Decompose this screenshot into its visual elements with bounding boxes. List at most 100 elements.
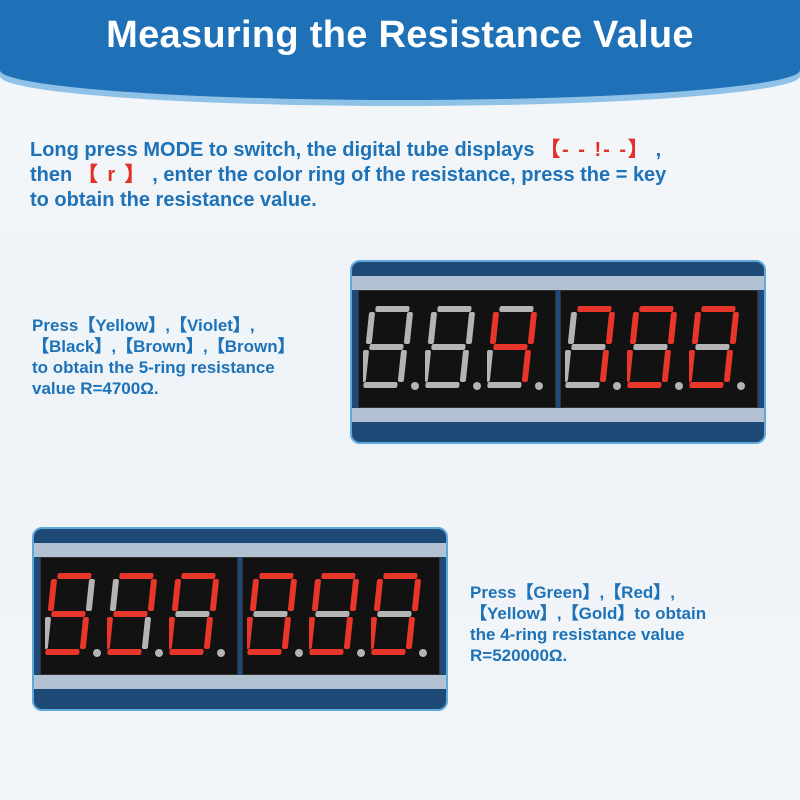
decimal-point [675, 382, 683, 390]
intro-line2-suffix: , enter the color ring of the resistance… [146, 164, 667, 186]
segment-g [113, 611, 148, 617]
segment-g [431, 344, 466, 350]
segment-f [373, 579, 383, 611]
bezel-bar [34, 543, 446, 557]
segment-c [343, 617, 353, 649]
segment-d [425, 382, 460, 388]
segment-e [627, 350, 633, 382]
segment-b [605, 312, 615, 344]
example1-caption: Press【Yellow】,【Violet】, 【Black】,【Brown】,… [32, 315, 295, 399]
segment-g [369, 344, 404, 350]
segment-d [169, 649, 204, 655]
decimal-point [357, 649, 365, 657]
segment-d [371, 649, 406, 655]
bezel-bar [352, 276, 764, 290]
segment-c [397, 350, 407, 382]
page-title: Measuring the Resistance Value [106, 14, 694, 56]
decimal-point [535, 382, 543, 390]
seven-segment-digit [363, 306, 419, 390]
segment-f [427, 312, 437, 344]
segment-g [175, 611, 210, 617]
segment-d [627, 382, 662, 388]
seven-segment-digit [487, 306, 543, 390]
segment-d [363, 382, 398, 388]
display-code-dashes: 【- - !- -】 [540, 139, 651, 161]
segment-c [281, 617, 291, 649]
segment-e [169, 617, 175, 649]
segment-a [321, 573, 356, 579]
segment-a [701, 306, 736, 312]
segment-g [695, 344, 730, 350]
segment-d [45, 649, 80, 655]
segment-g [377, 611, 412, 617]
display-module [560, 290, 758, 408]
segment-d [309, 649, 344, 655]
segment-a [259, 573, 294, 579]
display-code-r: 【 r 】 [77, 164, 147, 186]
intro-line1: Long press MODE to switch, the digital t… [30, 139, 541, 161]
example2-caption: Press【Green】,【Red】, 【Yellow】,【Gold】to ob… [470, 582, 706, 666]
display-board-520000 [32, 527, 448, 711]
segment-g [253, 611, 288, 617]
caption-line: Press【Green】,【Red】, [470, 583, 676, 602]
bezel-bar [352, 408, 764, 422]
caption-line: R=520000Ω. [470, 646, 568, 665]
segment-d [487, 382, 522, 388]
intro-text: Long press MODE to switch, the digital t… [30, 138, 780, 213]
decimal-point [473, 382, 481, 390]
segment-b [349, 579, 359, 611]
segment-b [527, 312, 537, 344]
segment-f [365, 312, 375, 344]
bezel-bar [34, 675, 446, 689]
segment-g [571, 344, 606, 350]
segment-e [689, 350, 695, 382]
intro-line1-suffix: , [650, 139, 662, 161]
decimal-point [217, 649, 225, 657]
segment-f [629, 312, 639, 344]
segment-e [363, 350, 369, 382]
segment-d [107, 649, 142, 655]
segment-b [147, 579, 157, 611]
segment-f [311, 579, 321, 611]
segment-c [459, 350, 469, 382]
display-module [242, 557, 440, 675]
segment-a [639, 306, 674, 312]
segment-f [109, 579, 119, 611]
segment-a [119, 573, 154, 579]
segment-g [493, 344, 528, 350]
segment-c [521, 350, 531, 382]
segment-d [689, 382, 724, 388]
display-module [358, 290, 556, 408]
intro-line2: then [30, 164, 78, 186]
segment-f [567, 312, 577, 344]
segment-a [499, 306, 534, 312]
segment-a [383, 573, 418, 579]
segment-a [57, 573, 92, 579]
seven-segment-digit [107, 573, 163, 657]
segment-e [487, 350, 493, 382]
segment-b [667, 312, 677, 344]
decimal-point [737, 382, 745, 390]
seven-segment-digit [169, 573, 225, 657]
decimal-point [613, 382, 621, 390]
caption-line: the 4-ring resistance value [470, 625, 685, 644]
seven-segment-digit [45, 573, 101, 657]
seven-segment-digit [309, 573, 365, 657]
segment-g [633, 344, 668, 350]
segment-c [599, 350, 609, 382]
segment-a [437, 306, 472, 312]
seven-segment-digit [425, 306, 481, 390]
segment-e [45, 617, 51, 649]
seven-segment-digit [371, 573, 427, 657]
segment-f [489, 312, 499, 344]
segment-e [107, 617, 113, 649]
decimal-point [155, 649, 163, 657]
seven-segment-digit [627, 306, 683, 390]
segment-d [565, 382, 600, 388]
segment-c [79, 617, 89, 649]
segment-f [171, 579, 181, 611]
segment-e [565, 350, 571, 382]
segment-b [403, 312, 413, 344]
segment-b [465, 312, 475, 344]
caption-line: 【Yellow】,【Gold】to obtain [470, 604, 707, 623]
